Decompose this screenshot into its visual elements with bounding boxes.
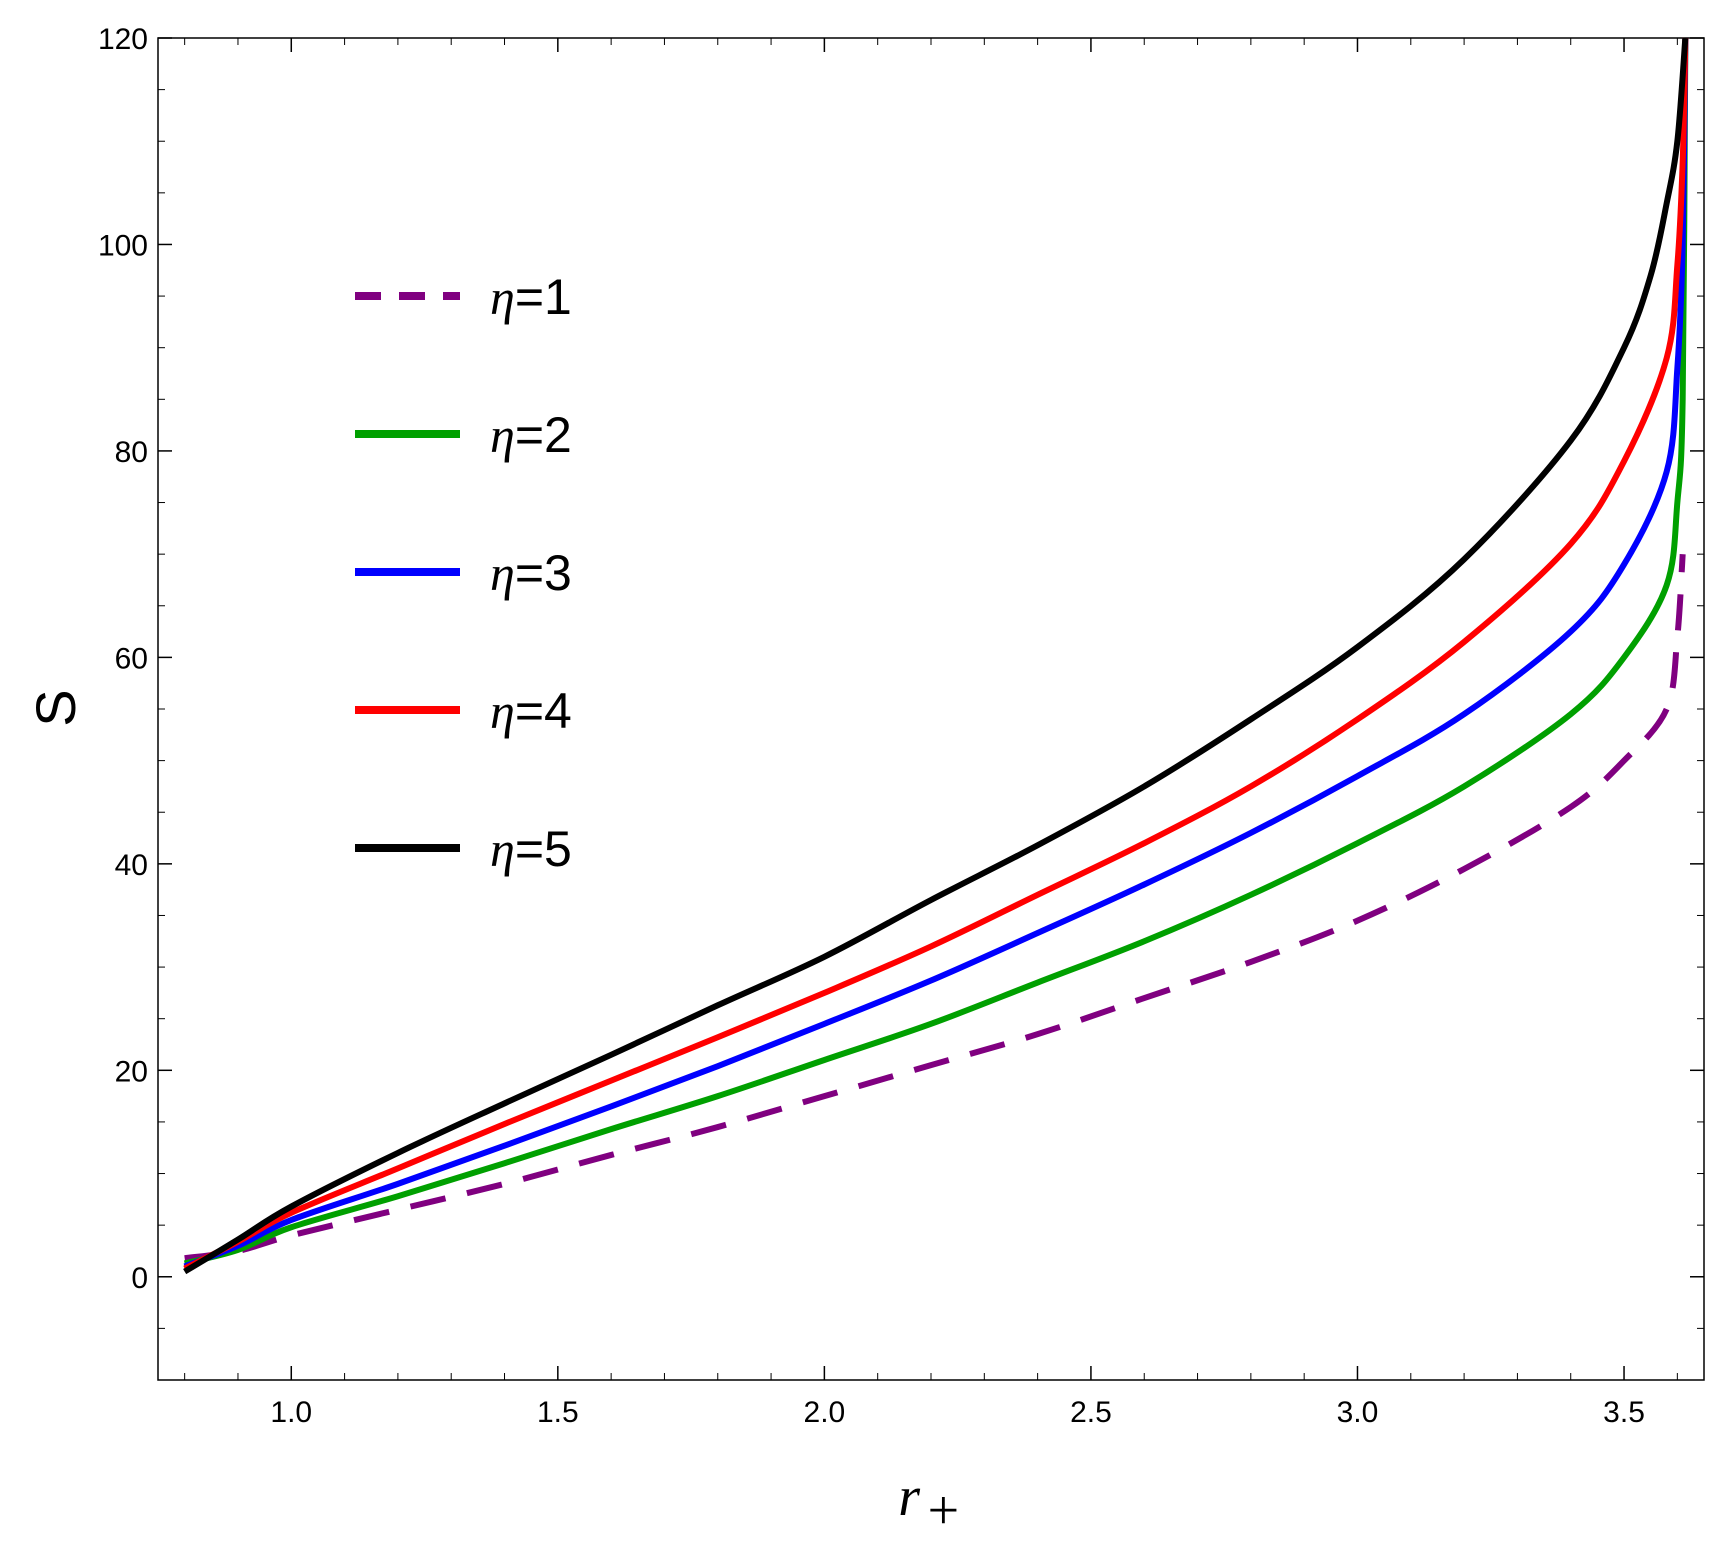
legend-eta-symbol: η [490,269,515,325]
legend-label-eta-2: η=2 [490,407,572,463]
legend-label-eta-1: η=1 [490,269,572,325]
x-tick-label: 1.5 [537,1396,579,1429]
series-line-eta-5 [183,37,1689,1275]
series-line-eta-2 [183,37,1689,1267]
y-tick-label: 100 [98,229,148,262]
legend-eta-value: =4 [515,683,572,739]
x-tick-label: 3.0 [1337,1396,1379,1429]
series-line-eta-3 [183,37,1689,1270]
legend-eta-value: =3 [515,545,572,601]
legend-eta-value: =1 [515,269,572,325]
series-line-eta-1 [184,553,1686,1262]
series-line-eta-4 [183,37,1689,1272]
x-tick-label: 1.0 [270,1396,312,1429]
x-axis-label-subscript: + [924,1480,962,1541]
legend-eta-value: =5 [515,821,572,877]
y-tick-label: 60 [115,642,148,675]
axis-ticks [158,37,1704,1381]
curves [183,37,1689,1275]
legend-eta-symbol: η [490,683,515,739]
y-tick-label: 0 [131,1262,148,1295]
legend-eta-symbol: η [490,821,515,877]
x-axis-label-main: r [898,1466,920,1528]
legend-label-eta-4: η=4 [490,683,572,739]
y-tick-label: 120 [98,23,148,56]
y-tick-label: 40 [115,849,148,882]
legend-label-eta-3: η=3 [490,545,572,601]
x-axis-label: r + [898,1466,962,1541]
x-tick-label: 3.5 [1603,1396,1645,1429]
y-tick-label: 20 [115,1055,148,1088]
legend-eta-value: =2 [515,407,572,463]
y-tick-label: 80 [115,436,148,469]
legend-eta-symbol: η [490,545,515,601]
legend-eta-symbol: η [490,407,515,463]
x-tick-label: 2.5 [1070,1396,1112,1429]
tick-labels: 1.0 1.5 2.0 2.5 3.0 3.5 0 20 40 60 80 100 120 [98,23,1645,1429]
y-axis-label: S [24,689,87,726]
x-tick-label: 2.0 [804,1396,846,1429]
legend: η=1η=2η=3η=4η=5 [355,269,572,877]
legend-label-eta-5: η=5 [490,821,572,877]
